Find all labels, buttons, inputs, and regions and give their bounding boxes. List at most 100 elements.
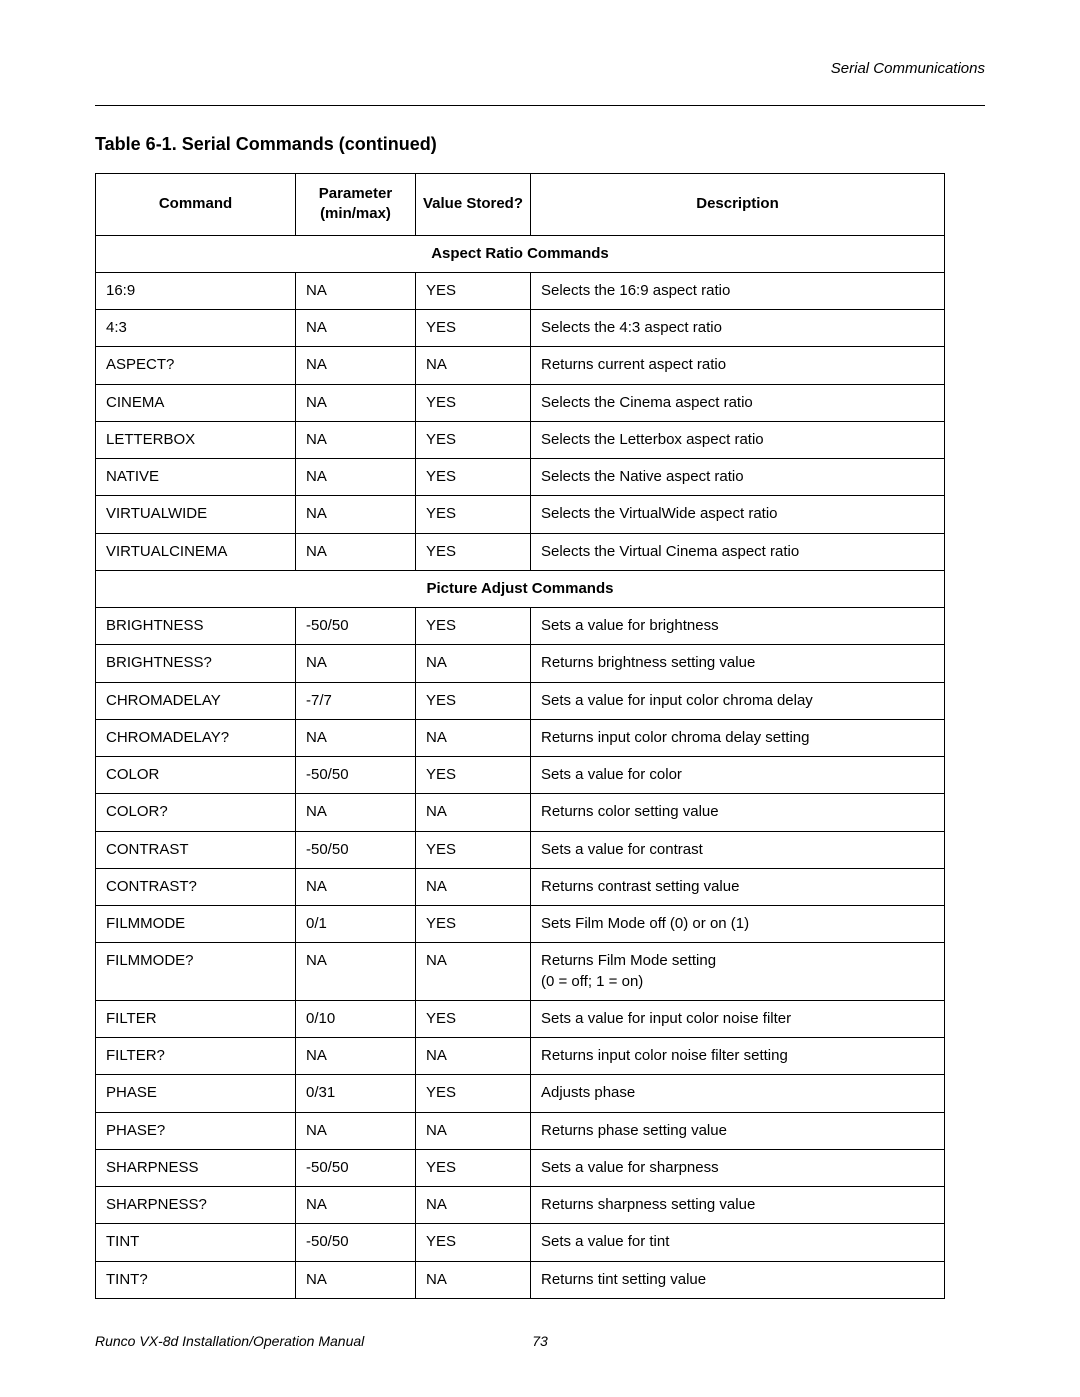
page-footer: Runco VX-8d Installation/Operation Manua… xyxy=(95,1333,985,1349)
footer-page-number: 73 xyxy=(532,1333,548,1349)
cell-desc: Returns sharpness setting value xyxy=(531,1187,945,1224)
cell-stored: YES xyxy=(416,533,531,570)
cell-param: NA xyxy=(296,496,416,533)
cell-param: NA xyxy=(296,794,416,831)
cell-stored: YES xyxy=(416,384,531,421)
cell-command: SHARPNESS? xyxy=(96,1187,296,1224)
header-divider xyxy=(95,105,985,106)
cell-desc: Sets a value for brightness xyxy=(531,608,945,645)
cell-desc: Sets a value for color xyxy=(531,757,945,794)
table-row: NATIVENAYESSelects the Native aspect rat… xyxy=(96,459,945,496)
cell-command: CONTRAST? xyxy=(96,868,296,905)
section-title-cell: Picture Adjust Commands xyxy=(96,570,945,607)
cell-desc: Returns Film Mode setting(0 = off; 1 = o… xyxy=(531,943,945,1001)
cell-param: NA xyxy=(296,1038,416,1075)
cell-desc: Selects the VirtualWide aspect ratio xyxy=(531,496,945,533)
cell-stored: YES xyxy=(416,757,531,794)
cell-stored: YES xyxy=(416,496,531,533)
cell-command: SHARPNESS xyxy=(96,1149,296,1186)
table-row: VIRTUALCINEMANAYESSelects the Virtual Ci… xyxy=(96,533,945,570)
cell-stored: NA xyxy=(416,794,531,831)
table-header-row: Command Parameter (min/max) Value Stored… xyxy=(96,174,945,236)
table-row: TINT-50/50YESSets a value for tint xyxy=(96,1224,945,1261)
cell-command: COLOR? xyxy=(96,794,296,831)
cell-desc: Returns current aspect ratio xyxy=(531,347,945,384)
cell-command: CHROMADELAY xyxy=(96,682,296,719)
cell-param: -50/50 xyxy=(296,608,416,645)
table-row: TINT?NANAReturns tint setting value xyxy=(96,1261,945,1298)
cell-stored: NA xyxy=(416,1261,531,1298)
cell-desc: Adjusts phase xyxy=(531,1075,945,1112)
table-row: CONTRAST-50/50YESSets a value for contra… xyxy=(96,831,945,868)
cell-stored: NA xyxy=(416,719,531,756)
table-row: CHROMADELAY?NANAReturns input color chro… xyxy=(96,719,945,756)
cell-command: ASPECT? xyxy=(96,347,296,384)
footer-manual-name: Runco VX-8d Installation/Operation Manua… xyxy=(95,1333,364,1349)
table-title: Table 6-1. Serial Commands (continued) xyxy=(95,134,985,155)
cell-command: CONTRAST xyxy=(96,831,296,868)
table-row: COLOR-50/50YESSets a value for color xyxy=(96,757,945,794)
cell-param: NA xyxy=(296,1187,416,1224)
cell-param: NA xyxy=(296,719,416,756)
cell-stored: YES xyxy=(416,831,531,868)
table-row: CINEMANAYESSelects the Cinema aspect rat… xyxy=(96,384,945,421)
commands-table: Command Parameter (min/max) Value Stored… xyxy=(95,173,945,1299)
table-row: FILTER0/10YESSets a value for input colo… xyxy=(96,1000,945,1037)
cell-param: -50/50 xyxy=(296,757,416,794)
cell-stored: YES xyxy=(416,459,531,496)
table-row: FILMMODE?NANAReturns Film Mode setting(0… xyxy=(96,943,945,1001)
cell-command: VIRTUALCINEMA xyxy=(96,533,296,570)
cell-desc: Sets a value for input color chroma dela… xyxy=(531,682,945,719)
cell-desc: Selects the Virtual Cinema aspect ratio xyxy=(531,533,945,570)
cell-stored: YES xyxy=(416,272,531,309)
cell-desc: Selects the Cinema aspect ratio xyxy=(531,384,945,421)
table-row: BRIGHTNESS?NANAReturns brightness settin… xyxy=(96,645,945,682)
cell-param: NA xyxy=(296,272,416,309)
table-row: LETTERBOXNAYESSelects the Letterbox aspe… xyxy=(96,421,945,458)
cell-command: NATIVE xyxy=(96,459,296,496)
cell-command: 4:3 xyxy=(96,310,296,347)
cell-stored: NA xyxy=(416,868,531,905)
cell-desc: Returns color setting value xyxy=(531,794,945,831)
cell-param: 0/1 xyxy=(296,906,416,943)
cell-desc: Returns tint setting value xyxy=(531,1261,945,1298)
col-header-parameter: Parameter (min/max) xyxy=(296,174,416,236)
cell-param: NA xyxy=(296,459,416,496)
cell-param: NA xyxy=(296,384,416,421)
cell-stored: YES xyxy=(416,1149,531,1186)
table-row: SHARPNESS?NANAReturns sharpness setting … xyxy=(96,1187,945,1224)
table-row: PHASE?NANAReturns phase setting value xyxy=(96,1112,945,1149)
section-title-cell: Aspect Ratio Commands xyxy=(96,235,945,272)
cell-command: LETTERBOX xyxy=(96,421,296,458)
table-row: CHROMADELAY-7/7YESSets a value for input… xyxy=(96,682,945,719)
cell-param: NA xyxy=(296,347,416,384)
cell-param: 0/31 xyxy=(296,1075,416,1112)
cell-stored: YES xyxy=(416,1000,531,1037)
table-row: PHASE0/31YESAdjusts phase xyxy=(96,1075,945,1112)
table-section-header: Picture Adjust Commands xyxy=(96,570,945,607)
cell-desc: Sets a value for tint xyxy=(531,1224,945,1261)
cell-command: PHASE? xyxy=(96,1112,296,1149)
cell-desc: Selects the Native aspect ratio xyxy=(531,459,945,496)
cell-command: FILMMODE xyxy=(96,906,296,943)
cell-stored: YES xyxy=(416,1224,531,1261)
col-header-command: Command xyxy=(96,174,296,236)
cell-command: TINT xyxy=(96,1224,296,1261)
cell-stored: YES xyxy=(416,608,531,645)
cell-param: NA xyxy=(296,1112,416,1149)
cell-param: -50/50 xyxy=(296,831,416,868)
cell-desc: Returns phase setting value xyxy=(531,1112,945,1149)
cell-desc: Returns brightness setting value xyxy=(531,645,945,682)
cell-stored: NA xyxy=(416,1187,531,1224)
cell-stored: NA xyxy=(416,645,531,682)
table-row: FILMMODE0/1YESSets Film Mode off (0) or … xyxy=(96,906,945,943)
cell-param: NA xyxy=(296,1261,416,1298)
cell-command: FILMMODE? xyxy=(96,943,296,1001)
table-row: BRIGHTNESS-50/50YESSets a value for brig… xyxy=(96,608,945,645)
cell-command: CHROMADELAY? xyxy=(96,719,296,756)
cell-stored: YES xyxy=(416,906,531,943)
cell-param: NA xyxy=(296,943,416,1001)
cell-command: TINT? xyxy=(96,1261,296,1298)
cell-command: CINEMA xyxy=(96,384,296,421)
cell-desc: Sets a value for sharpness xyxy=(531,1149,945,1186)
